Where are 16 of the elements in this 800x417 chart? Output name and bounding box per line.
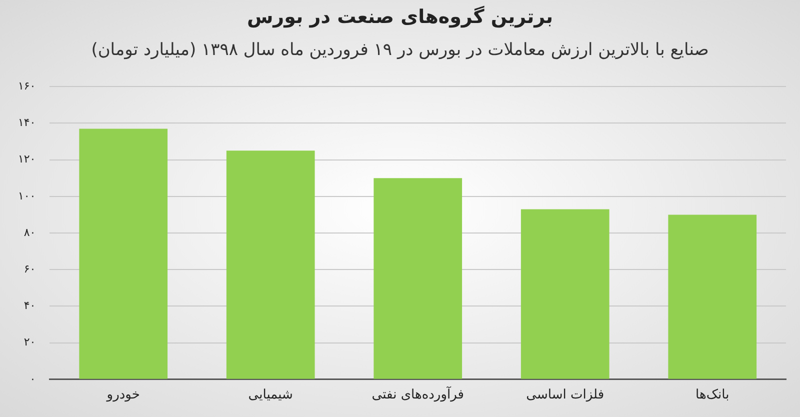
y-tick-label: ۱۲۰ (18, 152, 36, 166)
x-tick-label: فرآورده‌های نفتی (372, 386, 464, 403)
x-tick-label: فلزات اساسی (526, 388, 604, 403)
y-tick-label: ۶۰ (24, 262, 36, 276)
y-tick-label: ۱۰۰ (18, 189, 36, 202)
chart-subtitle: صنایع با بالاترین ارزش معاملات در بورس در ۱۹ فروردین ماه سال ۱۳۹۸ (میلیارد تومان) (90, 40, 710, 60)
chart-title: برترین گروه‌های صنعت در بورس (246, 6, 554, 28)
y-tick-label: ۱۶۰ (18, 79, 36, 92)
y-tick-label: ۱۴۰ (18, 116, 36, 130)
y-tick-label: ۴۰ (24, 299, 36, 312)
y-tick-label: ۸۰ (24, 226, 36, 239)
x-tick-label: شیمیایی (248, 388, 293, 403)
y-tick-label: ۰ (30, 372, 36, 386)
y-tick-label: ۲۰ (24, 336, 36, 349)
x-tick-label: بانک‌ها (696, 388, 730, 403)
x-tick-label: خودرو (106, 388, 140, 403)
